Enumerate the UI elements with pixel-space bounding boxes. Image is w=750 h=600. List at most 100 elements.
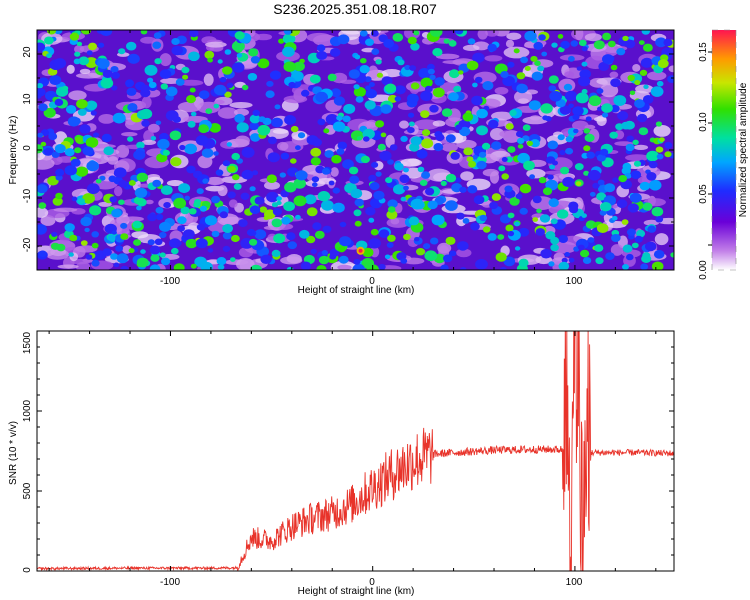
heatmap-cell <box>97 58 110 69</box>
heatmap-cell <box>429 74 436 81</box>
heatmap-cell <box>526 140 534 146</box>
heatmap-cell <box>536 208 542 214</box>
heatmap-cell <box>37 88 46 97</box>
heatmap-cell <box>653 249 665 259</box>
heatmap-cell <box>581 89 588 94</box>
heatmap-cell <box>533 41 543 50</box>
heatmap-cell <box>378 263 386 270</box>
heatmap-cell <box>581 213 587 218</box>
heatmap-cell <box>153 32 162 39</box>
heatmap-cell <box>126 87 137 96</box>
heatmap-cell <box>548 198 559 208</box>
heatmap-cell <box>140 108 153 119</box>
heatmap-cell <box>423 243 431 250</box>
heatmap-cell <box>524 30 537 42</box>
heatmap-cell <box>634 99 645 109</box>
heatmap-cell <box>387 206 396 213</box>
heatmap-cell <box>190 263 197 269</box>
heatmap-cell <box>37 157 55 170</box>
heatmap-cell <box>230 257 236 262</box>
heatmap-cell <box>337 264 352 270</box>
heatmap-cell <box>440 264 449 270</box>
heatmap-cell <box>68 90 87 101</box>
heatmap-cell <box>86 183 100 195</box>
heatmap-cell <box>505 224 514 232</box>
heatmap-cell <box>647 71 667 81</box>
heatmap-cell <box>449 69 460 79</box>
heatmap-cell <box>343 103 356 114</box>
heatmap-cell <box>177 216 187 225</box>
heatmap-cell <box>236 122 249 133</box>
heatmap-cell <box>353 209 362 217</box>
heatmap-cell <box>467 185 478 194</box>
heatmap-cell <box>259 206 268 213</box>
heatmap-cell <box>578 76 591 87</box>
heatmap-cell <box>333 96 345 106</box>
heatmap-cell <box>204 50 215 59</box>
heatmap-cell <box>549 164 556 170</box>
heatmap-cell <box>558 261 570 270</box>
heatmap-cell <box>629 90 636 96</box>
heatmap-cell <box>495 252 507 262</box>
heatmap-cell <box>299 229 310 239</box>
heatmap-cell <box>550 218 558 225</box>
heatmap-cell <box>332 202 345 213</box>
heatmap-cell <box>581 61 588 67</box>
heatmap-cell <box>643 84 649 90</box>
heatmap-peak <box>358 248 363 253</box>
heatmap-cell <box>76 99 88 109</box>
heatmap-cell <box>381 76 393 86</box>
heatmap-cell <box>310 147 322 157</box>
heatmap-cell <box>110 253 119 260</box>
heatmap-cell <box>147 77 154 83</box>
heatmap-cell <box>186 95 196 104</box>
heatmap-cell <box>642 95 654 104</box>
heatmap-cell <box>323 128 330 134</box>
heatmap-cell <box>288 81 296 89</box>
heatmap-cell <box>476 108 488 119</box>
heatmap-cell <box>506 32 522 40</box>
heatmap-cell <box>37 132 44 138</box>
heatmap-cell <box>51 231 58 237</box>
heatmap-cell <box>422 129 431 137</box>
heatmap-cell <box>321 168 331 175</box>
heatmap-cell <box>100 30 113 37</box>
heatmap-cell <box>70 158 81 167</box>
heatmap-cell <box>227 165 236 173</box>
heatmap-cell <box>630 170 642 179</box>
snr-ytick-label: 500 <box>22 482 33 499</box>
heatmap-cell <box>196 188 204 195</box>
heatmap-cell <box>414 237 420 242</box>
heatmap-cell <box>645 241 657 252</box>
heatmap-cell <box>664 151 672 158</box>
heatmap-cell <box>293 195 307 207</box>
heatmap-ytick-label: 10 <box>22 93 33 105</box>
heatmap-cell <box>441 143 458 152</box>
heatmap-cell <box>250 230 257 236</box>
heatmap-cell <box>100 78 114 89</box>
heatmap-cell <box>217 107 238 119</box>
heatmap-cell <box>349 175 360 184</box>
heatmap-cell <box>407 36 417 45</box>
heatmap-cell <box>57 264 79 269</box>
heatmap-cell <box>594 244 604 252</box>
heatmap-cell <box>90 110 97 116</box>
heatmap-cell <box>171 45 183 56</box>
heatmap-cell <box>363 136 370 142</box>
heatmap-cell <box>456 212 465 220</box>
heatmap-cell <box>640 57 654 68</box>
heatmap-cell <box>332 187 340 194</box>
heatmap-cell <box>497 234 505 240</box>
heatmap-cell <box>322 225 332 233</box>
heatmap-cell <box>537 65 545 72</box>
heatmap-cell <box>448 40 457 47</box>
heatmap-cell <box>513 48 520 54</box>
heatmap-cell <box>55 168 65 177</box>
heatmap-cell <box>622 162 632 171</box>
heatmap-ytick-label: 0 <box>22 145 33 151</box>
heatmap-cell <box>400 258 408 264</box>
heatmap-cell <box>213 151 219 156</box>
snr-series-line <box>37 331 674 571</box>
heatmap-cell <box>656 80 664 87</box>
heatmap-cell <box>551 42 558 48</box>
